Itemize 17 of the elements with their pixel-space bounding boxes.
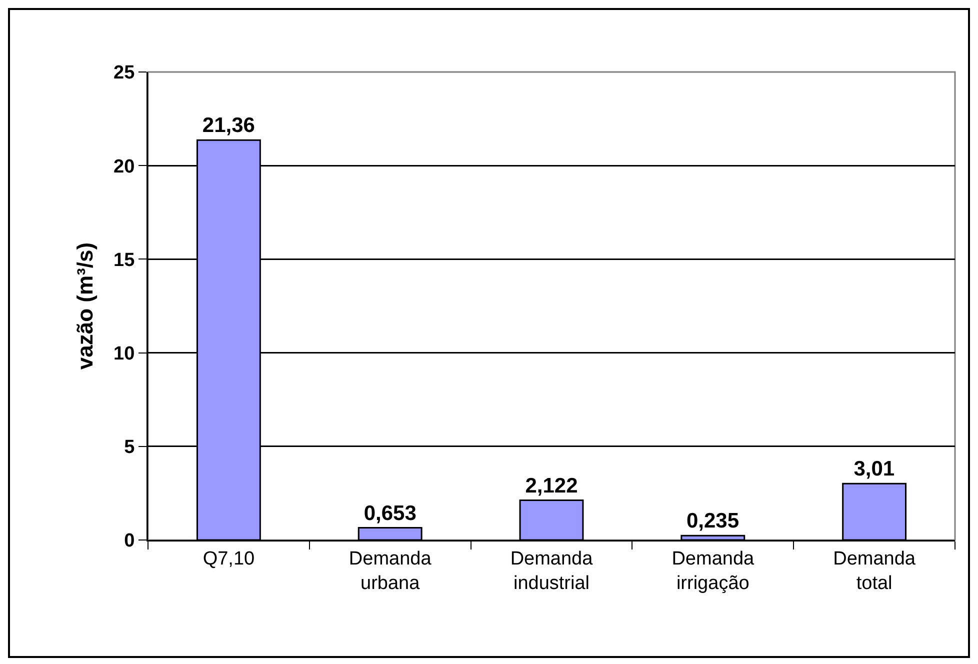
y-tick-label: 15 — [114, 250, 136, 271]
data-label: 2,122 — [525, 474, 578, 498]
y-axis-title: vazão (m³/s) — [72, 242, 98, 370]
x-tick-label: Demanda irrigação — [672, 548, 755, 594]
x-tick-label: Q7,10 — [202, 548, 255, 570]
x-tick-label: Demanda total — [833, 548, 916, 594]
x-tick-label: Demanda urbana — [348, 548, 432, 594]
data-label: 0,653 — [364, 502, 416, 525]
x-tick-label: Demanda industrial — [510, 548, 594, 594]
y-tick-label: 0 — [124, 530, 135, 552]
y-tick-label: 25 — [114, 62, 136, 84]
data-label: 21,36 — [202, 114, 255, 138]
y-tick-label: 10 — [114, 343, 135, 364]
y-tick-label: 20 — [114, 156, 135, 178]
y-tick-label: 5 — [124, 437, 136, 458]
data-label: 3,01 — [854, 458, 895, 481]
data-label: 0,235 — [686, 510, 740, 533]
